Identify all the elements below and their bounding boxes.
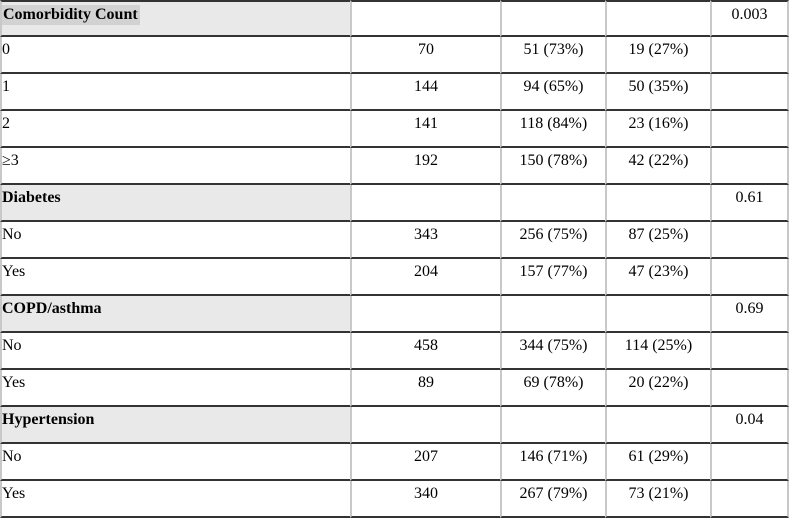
empty-cell bbox=[710, 74, 789, 111]
n-cell: 207 bbox=[350, 444, 500, 481]
value-cell: 94 (65%) bbox=[500, 74, 605, 111]
value-cell: 19 (27%) bbox=[605, 37, 710, 74]
n-cell: 144 bbox=[350, 74, 500, 111]
empty-cell bbox=[710, 259, 789, 296]
data-row: No 343 256 (75%) 87 (25%) bbox=[0, 222, 789, 259]
empty-cell bbox=[350, 296, 500, 333]
section-title-cell: Comorbidity Count bbox=[0, 0, 350, 37]
empty-cell bbox=[500, 296, 605, 333]
p-value-cell: 0.69 bbox=[710, 296, 789, 333]
section-header-row: Comorbidity Count 0.003 bbox=[0, 0, 789, 37]
data-row: Yes 89 69 (78%) 20 (22%) bbox=[0, 370, 789, 407]
p-value-cell: 0.04 bbox=[710, 407, 789, 444]
value-cell: 157 (77%) bbox=[500, 259, 605, 296]
value-cell: 150 (78%) bbox=[500, 148, 605, 185]
value-cell: 118 (84%) bbox=[500, 111, 605, 148]
category-cell: No bbox=[0, 444, 350, 481]
empty-cell bbox=[710, 222, 789, 259]
empty-cell bbox=[605, 407, 710, 444]
empty-cell bbox=[710, 444, 789, 481]
section-header-row: Diabetes 0.61 bbox=[0, 185, 789, 222]
p-value-cell: 0.61 bbox=[710, 185, 789, 222]
data-row: ≥3 192 150 (78%) 42 (22%) bbox=[0, 148, 789, 185]
n-cell: 70 bbox=[350, 37, 500, 74]
value-cell: 50 (35%) bbox=[605, 74, 710, 111]
data-row: 2 141 118 (84%) 23 (16%) bbox=[0, 111, 789, 148]
empty-cell bbox=[350, 185, 500, 222]
category-cell: ≥3 bbox=[0, 148, 350, 185]
section-title-cell: Hypertension bbox=[0, 407, 350, 444]
empty-cell bbox=[605, 296, 710, 333]
empty-cell bbox=[710, 111, 789, 148]
n-cell: 192 bbox=[350, 148, 500, 185]
value-cell: 23 (16%) bbox=[605, 111, 710, 148]
category-cell: 0 bbox=[0, 37, 350, 74]
n-cell: 141 bbox=[350, 111, 500, 148]
empty-cell bbox=[500, 185, 605, 222]
data-row: 1 144 94 (65%) 50 (35%) bbox=[0, 74, 789, 111]
empty-cell bbox=[710, 37, 789, 74]
category-cell: No bbox=[0, 333, 350, 370]
n-cell: 204 bbox=[350, 259, 500, 296]
empty-cell bbox=[605, 185, 710, 222]
value-cell: 73 (21%) bbox=[605, 481, 710, 518]
empty-cell bbox=[500, 0, 605, 37]
value-cell: 267 (79%) bbox=[500, 481, 605, 518]
value-cell: 42 (22%) bbox=[605, 148, 710, 185]
section-header-row: Hypertension 0.04 bbox=[0, 407, 789, 444]
data-row: Yes 204 157 (77%) 47 (23%) bbox=[0, 259, 789, 296]
empty-cell bbox=[710, 370, 789, 407]
value-cell: 87 (25%) bbox=[605, 222, 710, 259]
value-cell: 51 (73%) bbox=[500, 37, 605, 74]
category-cell: Yes bbox=[0, 481, 350, 518]
highlighted-section-title: Comorbidity Count bbox=[2, 5, 140, 25]
n-cell: 89 bbox=[350, 370, 500, 407]
n-cell: 458 bbox=[350, 333, 500, 370]
value-cell: 69 (78%) bbox=[500, 370, 605, 407]
category-cell: Yes bbox=[0, 370, 350, 407]
empty-cell bbox=[350, 407, 500, 444]
empty-cell bbox=[710, 481, 789, 518]
value-cell: 146 (71%) bbox=[500, 444, 605, 481]
n-cell: 340 bbox=[350, 481, 500, 518]
section-header-row: COPD/asthma 0.69 bbox=[0, 296, 789, 333]
section-title-cell: COPD/asthma bbox=[0, 296, 350, 333]
empty-cell bbox=[710, 333, 789, 370]
empty-cell bbox=[500, 407, 605, 444]
empty-cell bbox=[605, 0, 710, 37]
category-cell: No bbox=[0, 222, 350, 259]
value-cell: 47 (23%) bbox=[605, 259, 710, 296]
category-cell: Yes bbox=[0, 259, 350, 296]
empty-cell bbox=[710, 148, 789, 185]
data-row: Yes 340 267 (79%) 73 (21%) bbox=[0, 481, 789, 518]
value-cell: 344 (75%) bbox=[500, 333, 605, 370]
value-cell: 61 (29%) bbox=[605, 444, 710, 481]
empty-cell bbox=[350, 0, 500, 37]
value-cell: 20 (22%) bbox=[605, 370, 710, 407]
value-cell: 256 (75%) bbox=[500, 222, 605, 259]
section-title-cell: Diabetes bbox=[0, 185, 350, 222]
n-cell: 343 bbox=[350, 222, 500, 259]
data-row: No 207 146 (71%) 61 (29%) bbox=[0, 444, 789, 481]
data-row: 0 70 51 (73%) 19 (27%) bbox=[0, 37, 789, 74]
value-cell: 114 (25%) bbox=[605, 333, 710, 370]
data-row: No 458 344 (75%) 114 (25%) bbox=[0, 333, 789, 370]
category-cell: 2 bbox=[0, 111, 350, 148]
p-value-cell: 0.003 bbox=[710, 0, 789, 37]
category-cell: 1 bbox=[0, 74, 350, 111]
